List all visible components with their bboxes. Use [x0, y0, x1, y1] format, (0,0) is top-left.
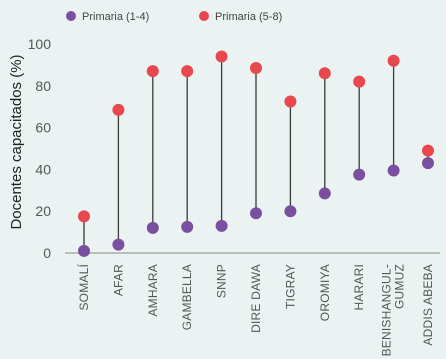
point-primaria-5-8-somali — [78, 210, 90, 223]
y-tick-label-80: 80 — [35, 78, 51, 94]
x-category-label-line-benishangul-gumuz-1: GUMUZ — [393, 264, 407, 309]
x-category-label-gambella: GAMBELLA — [180, 264, 194, 330]
y-tick-label-100: 100 — [28, 36, 52, 52]
point-primaria-5-8-harari — [353, 75, 366, 88]
x-category-label-amhara: AMHARA — [146, 264, 160, 317]
x-category-label-harari: HARARI — [352, 264, 366, 311]
y-axis-title: Docentes capacitados (%) — [8, 54, 25, 229]
x-category-label-benishangul-gumuz: BENISHANGUL-GUMUZ — [380, 264, 407, 356]
legend: Primaria (1-4) Primaria (5-8) — [66, 11, 282, 23]
point-primaria-5-8-benishangul-gumuz — [387, 54, 400, 67]
point-primaria-5-8-gambella — [181, 65, 194, 78]
x-axis-labels: SOMALÍ AFAR AMHARA GAMBELLA SNNP DIRE DAWA TIG… — [76, 264, 435, 357]
x-category-label-addis-abeba: ADDIS ABEBA — [421, 264, 435, 346]
point-primaria-1-4-somali — [78, 244, 90, 257]
y-tick-label-40: 40 — [35, 161, 51, 177]
legend-label-primaria-5-8: Primaria (5-8) — [215, 11, 282, 23]
legend-label-primaria-1-4: Primaria (1-4) — [82, 11, 149, 23]
legend-marker-primaria-5-8 — [199, 11, 209, 21]
point-primaria-1-4-oromiya — [318, 187, 331, 200]
x-category-label-oromiya: OROMIYA — [318, 264, 332, 321]
legend-marker-primaria-1-4 — [66, 11, 76, 21]
x-category-label-tigray: TIGRAY — [283, 264, 297, 309]
point-primaria-5-8-dire-dawa — [250, 62, 262, 75]
x-category-label-afar: AFAR — [111, 264, 125, 296]
y-tick-label-20: 20 — [35, 203, 51, 219]
point-primaria-1-4-snnp — [215, 219, 228, 232]
point-primaria-5-8-snnp — [215, 50, 228, 63]
point-primaria-1-4-tigray — [284, 205, 297, 218]
point-primaria-5-8-amhara — [146, 65, 159, 78]
point-primaria-1-4-benishangul-gumuz — [387, 164, 400, 177]
dumbbell-connectors — [83, 56, 429, 251]
point-primaria-1-4-afar — [112, 238, 125, 251]
point-primaria-5-8-tigray — [284, 95, 297, 108]
point-primaria-1-4-dire-dawa — [250, 207, 262, 220]
y-tick-label-60: 60 — [35, 120, 51, 136]
point-primaria-5-8-oromiya — [318, 67, 331, 80]
point-primaria-1-4-gambella — [181, 220, 194, 233]
x-category-label-line-benishangul-gumuz-0: BENISHANGUL- — [380, 264, 394, 356]
y-tick-label-0: 0 — [43, 245, 51, 261]
data-points — [78, 50, 434, 257]
x-category-label-somali: SOMALÍ — [76, 264, 91, 311]
point-primaria-1-4-harari — [353, 168, 366, 181]
point-primaria-5-8-afar — [112, 103, 125, 116]
point-primaria-5-8-addis-abeba — [422, 144, 434, 157]
point-primaria-1-4-amhara — [146, 221, 159, 234]
point-primaria-1-4-addis-abeba — [422, 157, 434, 170]
x-category-label-dire-dawa: DIRE DAWA — [249, 264, 263, 333]
x-category-label-snnp: SNNP — [215, 264, 229, 298]
y-axis: 0 20 40 60 80 100 — [28, 36, 52, 261]
